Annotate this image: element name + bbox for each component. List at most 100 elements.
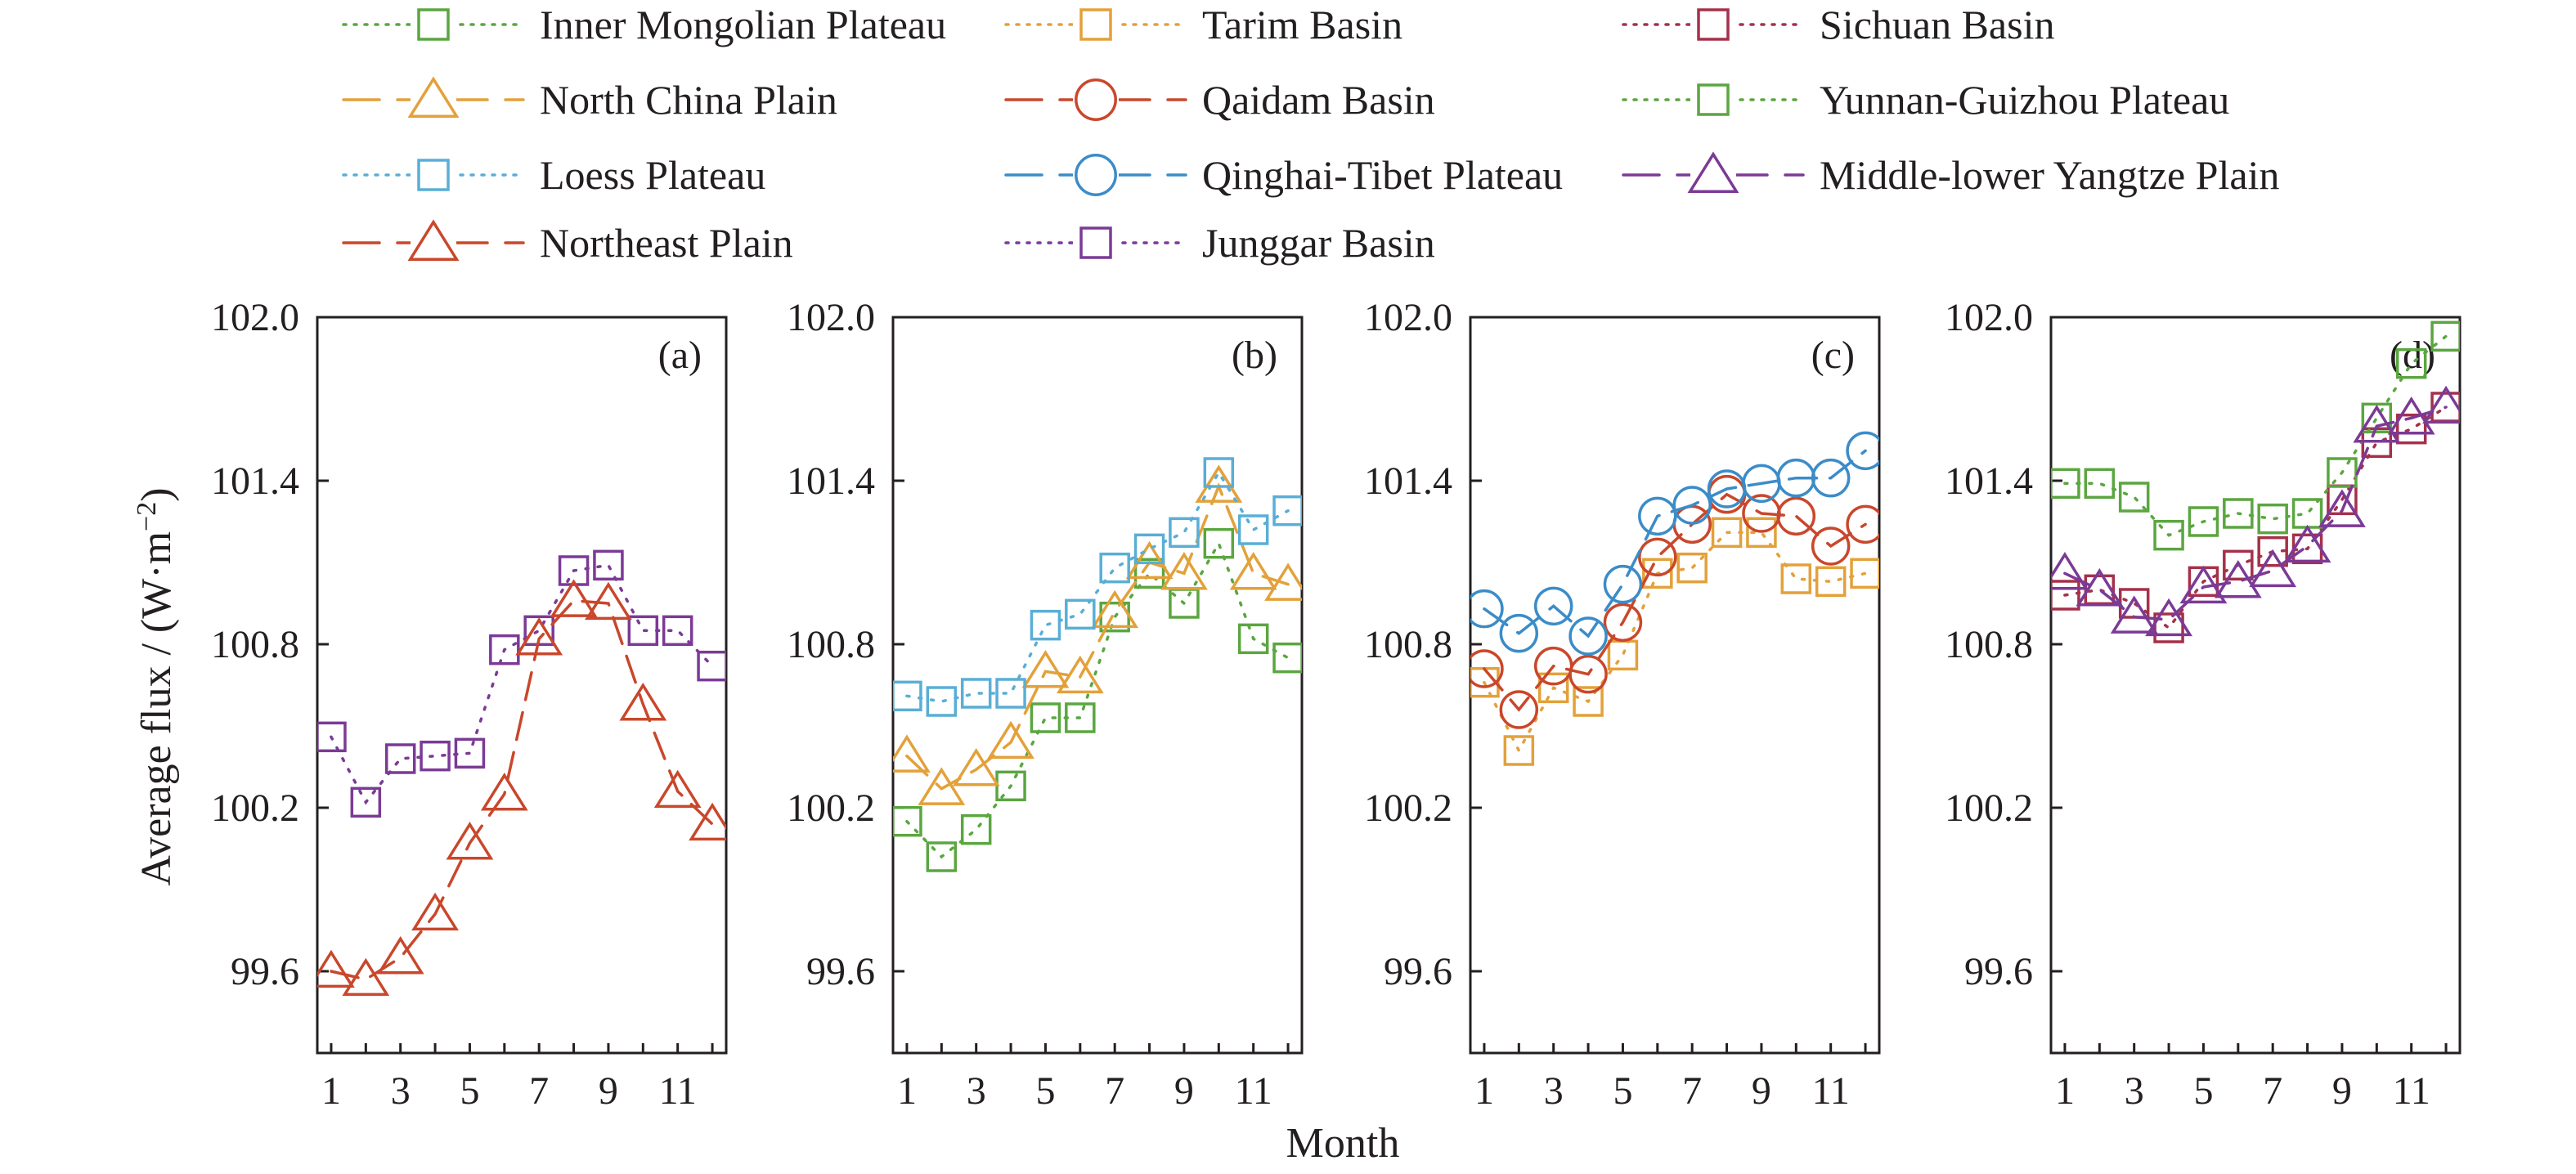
data-point-square <box>454 737 486 769</box>
legend-label: Northeast Plain <box>540 220 793 266</box>
y-axis-title-close: ) <box>133 487 180 501</box>
x-tick-label: 1 <box>897 1069 917 1113</box>
plot-frame <box>2049 316 2462 1055</box>
data-point-square <box>1503 735 1535 766</box>
y-tick-label: 99.6 <box>231 950 299 993</box>
y-tick-label: 100.2 <box>1364 786 1452 830</box>
data-point-square <box>1815 566 1847 598</box>
data-point-square <box>1746 517 1777 549</box>
x-tick-label: 9 <box>2332 1069 2352 1113</box>
data-point-square <box>1203 457 1235 488</box>
y-tick-label: 99.6 <box>1964 950 2033 993</box>
data-point-square <box>1133 533 1165 565</box>
data-point-circle <box>1499 613 1539 653</box>
data-point-square <box>2051 580 2080 611</box>
data-point-square <box>1642 558 1673 589</box>
y-axis-title-main: Average flux / (W·m <box>133 531 180 886</box>
data-point-triangle <box>2318 489 2366 527</box>
y-tick-label: 101.4 <box>1364 459 1452 503</box>
x-axis-title: Month <box>1286 1120 1400 1167</box>
data-point-circle <box>1811 458 1851 498</box>
data-point-square <box>2327 457 2358 488</box>
plot-frame <box>316 316 728 1055</box>
data-point-square <box>893 680 922 712</box>
data-point-square <box>420 740 451 772</box>
x-tick-label: 5 <box>1035 1069 1055 1113</box>
data-point-circle <box>1603 603 1643 643</box>
data-point-triangle <box>376 936 424 975</box>
x-tick-label: 1 <box>1474 1069 1494 1113</box>
data-point-circle <box>1470 589 1504 629</box>
data-point-triangle <box>1264 562 1302 601</box>
legend-marker-bg <box>411 78 456 121</box>
legend-marker-bg <box>1073 154 1119 196</box>
legend-marker-square-icon <box>417 159 450 191</box>
data-point-square <box>2395 347 2427 379</box>
data-point-square <box>1573 686 1604 717</box>
data-point-circle <box>1638 537 1677 577</box>
x-tick-label: 7 <box>529 1069 549 1113</box>
legend-marker-square-icon <box>1697 8 1730 41</box>
legend-marker-triangle-icon <box>1687 151 1739 193</box>
data-point-square <box>960 813 992 845</box>
series-qinghai-tibet-plateau <box>1470 431 1879 656</box>
data-point-triangle <box>1195 464 1243 503</box>
legend-label: Middle-lower Yangtze Plain <box>1820 152 2279 198</box>
legend-entry-northeast-plain: Northeast Plain <box>342 219 793 266</box>
legend-label: Inner Mongolian Plateau <box>540 2 946 47</box>
data-point-triangle <box>2214 560 2262 598</box>
series-line <box>330 563 714 805</box>
data-point-square <box>350 786 382 818</box>
series-line <box>1483 531 1867 754</box>
y-tick-label: 101.4 <box>1945 459 2033 503</box>
panel-label: (b) <box>1232 334 1277 377</box>
data-point-circle <box>1672 486 1712 525</box>
data-point-triangle <box>1125 540 1174 580</box>
data-point-circle <box>1811 527 1851 566</box>
data-point-triangle <box>619 683 667 721</box>
legend-marker-square-icon <box>1697 83 1730 116</box>
data-point-triangle <box>2387 397 2435 435</box>
x-tick-label: 3 <box>2125 1069 2144 1113</box>
legend-entry-qaidam-basin: Qaidam Basin <box>1004 77 1435 123</box>
legend-marker-bg <box>411 222 456 264</box>
data-point-square <box>2395 413 2427 445</box>
data-point-square <box>2051 468 2080 500</box>
x-tick-label: 11 <box>2393 1069 2430 1113</box>
data-point-square <box>1065 702 1096 733</box>
x-tick-label: 1 <box>2055 1069 2075 1113</box>
x-tick-label: 9 <box>599 1069 618 1113</box>
data-point-triangle <box>1056 655 1104 694</box>
x-tick-label: 9 <box>1752 1069 1771 1113</box>
data-point-circle <box>1638 496 1677 536</box>
data-point-square <box>2257 503 2288 535</box>
data-point-square <box>593 549 624 581</box>
series-loess-plateau <box>893 457 1302 717</box>
x-tick-label: 7 <box>1105 1069 1124 1113</box>
series-line <box>2063 334 2448 537</box>
data-point-circle <box>1470 649 1504 688</box>
data-point-triangle <box>653 769 702 809</box>
data-point-square <box>1237 514 1269 545</box>
series-line <box>905 540 1290 859</box>
series-line <box>905 482 1290 791</box>
data-point-square <box>1676 552 1708 584</box>
data-point-square <box>995 678 1026 709</box>
data-point-square <box>1133 558 1165 589</box>
data-point-square <box>627 615 659 647</box>
legend-label: Qaidam Basin <box>1202 77 1435 123</box>
series-line <box>1483 492 1867 712</box>
data-point-circle <box>1568 654 1608 694</box>
y-tick-label: 102.0 <box>1364 296 1452 339</box>
data-point-square <box>2361 402 2393 434</box>
y-axis-title-exponent: −2 <box>132 502 162 531</box>
data-point-triangle <box>689 802 726 841</box>
legend-entry-yunnan-guizhou-plateau: Yunnan-Guizhou Plateau <box>1622 77 2229 123</box>
x-tick-label: 7 <box>2263 1069 2282 1113</box>
data-point-square <box>1272 495 1302 527</box>
series-northeast-plain <box>317 579 726 997</box>
data-point-square <box>2223 498 2254 529</box>
